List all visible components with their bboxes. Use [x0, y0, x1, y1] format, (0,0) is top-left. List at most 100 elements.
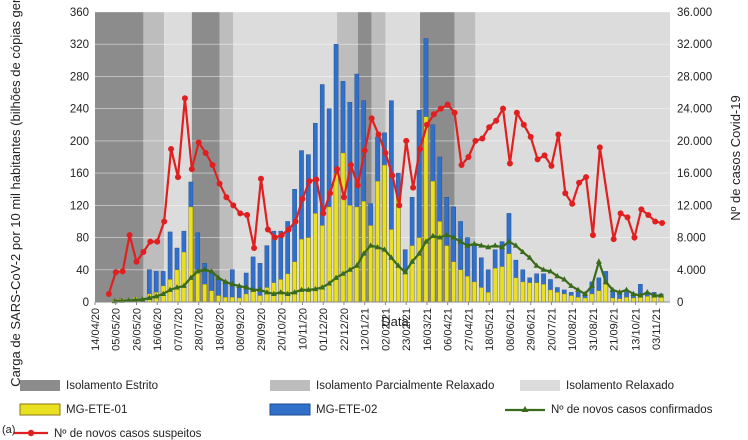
point-suspeitos	[264, 226, 271, 233]
point-suspeitos	[403, 137, 410, 144]
point-suspeitos	[617, 210, 624, 217]
y-tick-left: 0	[83, 297, 89, 309]
legend-swatch-phase	[20, 380, 60, 391]
point-confirmados	[402, 268, 409, 275]
point-confirmados	[616, 289, 623, 295]
point-confirmados	[623, 286, 630, 292]
point-confirmados	[160, 290, 167, 296]
y-tick-right: 4.000	[677, 265, 706, 277]
x-tick-label: 05/05/20	[111, 308, 123, 351]
y-tick-left: 360	[70, 7, 89, 19]
bar-mg-ete-01	[354, 206, 360, 303]
bar-mg-ete-01	[396, 197, 401, 303]
legend-label-phase: Isolamento Relaxado	[566, 380, 674, 392]
bar-mg-ete-01	[299, 238, 304, 303]
point-confirmados	[416, 250, 423, 256]
x-tick-label: 18/08/20	[214, 308, 226, 351]
x-tick-label: 13/10/21	[630, 308, 642, 351]
point-confirmados	[153, 293, 160, 299]
point-confirmados	[443, 231, 450, 238]
point-suspeitos	[458, 162, 465, 169]
point-confirmados	[222, 278, 229, 284]
x-tick-label: 20/07/21	[546, 308, 558, 351]
point-suspeitos	[112, 269, 119, 276]
bar-mg-ete-01	[202, 284, 207, 303]
point-suspeitos	[437, 105, 444, 112]
point-confirmados	[409, 258, 416, 264]
point-suspeitos	[444, 101, 451, 108]
legend-swatch-mg-ete-01	[19, 403, 61, 416]
point-suspeitos	[631, 234, 638, 241]
point-confirmados	[236, 282, 243, 288]
point-confirmados	[637, 292, 644, 298]
point-suspeitos	[327, 190, 334, 197]
x-tick-label: 10/08/21	[567, 308, 579, 351]
bar-mg-ete-01	[257, 295, 263, 303]
point-confirmados	[256, 286, 263, 292]
bar-mg-ete-01	[333, 172, 339, 303]
point-suspeitos	[244, 212, 251, 218]
point-confirmados	[174, 284, 181, 290]
legend-marker-suspeitos	[27, 429, 35, 437]
point-suspeitos	[589, 232, 596, 239]
y-tick-left: 200	[70, 136, 89, 148]
bar-mg-ete-01	[631, 297, 636, 303]
legend-label-phase: Isolamento Estrito	[66, 380, 158, 392]
legend-marker-confirmados	[521, 406, 529, 412]
bar-mg-ete-01	[458, 269, 463, 303]
point-confirmados	[167, 286, 174, 292]
point-confirmados	[499, 244, 506, 250]
bar-mg-ete-01	[236, 297, 242, 303]
point-suspeitos	[520, 121, 527, 128]
bar-mg-ete-01	[250, 290, 256, 303]
bar-mg-ete-01	[347, 205, 353, 303]
point-suspeitos	[251, 245, 258, 252]
point-suspeitos	[313, 176, 320, 183]
point-confirmados	[270, 290, 277, 296]
point-suspeitos	[451, 109, 458, 116]
bar-mg-ete-01	[555, 292, 560, 303]
bar-mg-ete-01	[389, 229, 394, 303]
point-confirmados	[505, 238, 512, 244]
point-confirmados	[540, 266, 547, 272]
bar-mg-ete-01	[326, 206, 332, 303]
y-axis-right-title: Nº de casos Covid-19	[728, 95, 743, 220]
point-suspeitos	[576, 179, 583, 186]
point-suspeitos	[154, 238, 161, 245]
x-tick-label: 08/06/21	[505, 308, 517, 351]
point-suspeitos	[334, 166, 341, 173]
bar-mg-ete-01	[285, 273, 290, 303]
point-suspeitos	[285, 226, 292, 233]
point-suspeitos	[237, 210, 244, 217]
bar-mg-ete-01	[548, 289, 553, 303]
bar-mg-ete-01	[478, 287, 484, 303]
point-confirmados	[298, 286, 305, 292]
point-confirmados	[630, 290, 637, 296]
point-confirmados	[395, 262, 402, 268]
x-tick-label: 22/12/20	[339, 308, 351, 351]
legend-label-mg-ete-01: MG-ETE-01	[66, 404, 127, 416]
point-suspeitos	[257, 175, 264, 182]
x-tick-label: 03/11/21	[651, 308, 663, 350]
y-tick-right: 36.000	[677, 7, 712, 19]
point-suspeitos	[527, 133, 534, 140]
bar-mg-ete-01	[485, 292, 491, 303]
legend-label-confirmados: Nº de novos casos confirmados	[551, 404, 713, 416]
point-confirmados	[561, 276, 568, 282]
point-confirmados	[568, 282, 575, 288]
bar-mg-ete-01	[644, 296, 650, 303]
x-tick-label: 21/09/21	[609, 308, 621, 351]
point-confirmados	[263, 289, 270, 295]
point-suspeitos	[493, 117, 500, 124]
bar-mg-ete-01	[465, 276, 470, 303]
bar-mg-ete-01	[340, 152, 346, 303]
bar-mg-ete-01	[195, 269, 201, 303]
bar-mg-ete-01	[306, 237, 311, 303]
point-confirmados	[208, 268, 215, 274]
bar-mg-ete-01	[541, 284, 546, 303]
phase-band-relaxado	[475, 12, 670, 302]
bar-mg-ete-01	[437, 221, 443, 303]
y-tick-left: 120	[70, 200, 89, 212]
bar-mg-ete-01	[561, 293, 567, 303]
